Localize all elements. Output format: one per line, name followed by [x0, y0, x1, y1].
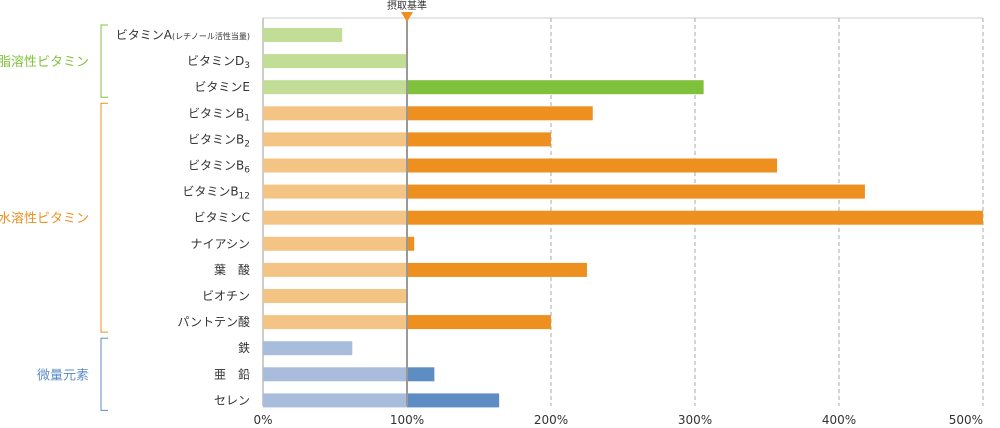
bar-segment-above-reference: [407, 184, 865, 199]
bar-segment-above-reference: [407, 158, 778, 173]
x-tick-labels: 0% 100% 200% 300% 400% 500%: [253, 413, 983, 427]
bar-segment-below-reference: [263, 262, 407, 277]
category-label: ビタミンB2: [188, 132, 250, 149]
category-label: 亜 鉛: [214, 367, 250, 381]
x-tick-label: 0%: [253, 413, 272, 427]
bar-segment-below-reference: [263, 393, 407, 408]
bar-segment-above-reference: [407, 80, 704, 95]
x-tick-label: 200%: [534, 413, 568, 427]
bar-segment-below-reference: [263, 367, 407, 382]
bar-segment-below-reference: [263, 289, 407, 303]
bar-segment-below-reference: [263, 236, 407, 251]
category-label: 鉄: [238, 340, 250, 355]
bar-segment-below-reference: [263, 184, 407, 199]
bar-segment-above-reference: [407, 132, 551, 147]
reference-label: 摂取基準: [387, 0, 427, 12]
reference-marker-icon: [401, 12, 413, 22]
category-labels: ビタミンA(レチノール活性当量) ビタミンD3 ビタミンE ビタミンB1 ビタミンB2 ビ…: [116, 28, 251, 407]
bar-segment-below-reference: [263, 80, 407, 95]
bar-segment-below-reference: [263, 106, 407, 121]
bar-segment-above-reference: [407, 106, 593, 121]
bar-segment-above-reference: [407, 393, 500, 408]
bar-segment-above-reference: [407, 315, 551, 330]
group-bracket: [100, 24, 108, 98]
category-label: ビタミンE: [194, 80, 250, 94]
category-label: ビオチン: [202, 289, 250, 303]
category-label: 葉 酸: [214, 262, 250, 277]
category-label: ビタミンB6: [188, 159, 250, 176]
reference-line-group: 摂取基準: [387, 0, 427, 406]
x-tick-label: 400%: [822, 413, 856, 427]
bar-segment-above-reference: [407, 262, 587, 277]
x-tick-label: 500%: [949, 413, 983, 427]
bar-segment-below-reference: [263, 158, 407, 173]
bar-segment-above-reference: [407, 367, 435, 382]
bar-segment-above-reference: [407, 236, 415, 251]
category-label: セレン: [214, 393, 250, 407]
category-label: ビタミンC: [194, 211, 250, 225]
bar-segment-below-reference: [263, 28, 343, 42]
category-label: ナイアシン: [190, 237, 250, 251]
bar-segment-above-reference: [407, 210, 983, 225]
group-bracket: [100, 337, 108, 411]
x-tick-label: 100%: [390, 413, 424, 427]
category-label: パントテン酸: [177, 314, 250, 329]
group-label: 微量元素: [37, 368, 89, 383]
category-label: ビタミンB12: [182, 185, 250, 202]
x-tick-label: 300%: [678, 413, 712, 427]
bars: [263, 28, 983, 408]
group-label: 水溶性ビタミン: [0, 212, 89, 227]
group-label: 脂溶性ビタミン: [0, 55, 89, 70]
bar-segment-below-reference: [263, 315, 407, 330]
group-bracket: [100, 102, 108, 333]
category-label: ビタミンB1: [188, 106, 250, 123]
bar-segment-below-reference: [263, 132, 407, 147]
bar-segment-below-reference: [263, 341, 353, 356]
category-label: ビタミンA(レチノール活性当量): [116, 28, 250, 42]
bar-segment-below-reference: [263, 210, 407, 225]
bar-segment-below-reference: [263, 54, 407, 69]
category-label: ビタミンD3: [187, 54, 250, 71]
